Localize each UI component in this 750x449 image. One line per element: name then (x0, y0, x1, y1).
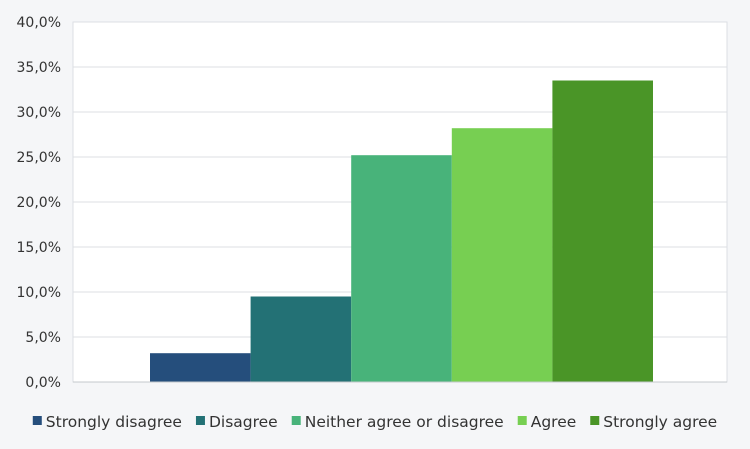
legend-label: Neither agree or disagree (305, 413, 504, 431)
legend-label: Strongly agree (603, 413, 717, 431)
y-tick-label: 25,0% (17, 150, 61, 166)
bar-agree (451, 128, 553, 382)
legend: Strongly disagree Disagree Neither agree o… (32, 413, 717, 431)
y-tick-label: 40,0% (17, 15, 61, 31)
legend-swatch (517, 416, 527, 425)
y-tick-label: 30,0% (17, 105, 61, 121)
y-tick-label: 20,0% (17, 195, 61, 211)
legend-swatch (195, 416, 205, 425)
y-tick-label: 5,0% (25, 330, 61, 346)
bar-neither-agree-or-disagree (351, 155, 452, 382)
bar-disagree (250, 296, 352, 382)
legend-swatch (32, 416, 42, 425)
bars (150, 80, 653, 382)
y-tick-label: 0,0% (25, 375, 61, 391)
y-tick-label: 15,0% (17, 240, 61, 256)
y-axis-tick-labels: 0,0% 5,0% 10,0% 15,0% 20,0% 25,0% 30,0% 35,0% 40… (17, 15, 61, 391)
legend-label: Strongly disagree (46, 413, 182, 431)
y-tick-label: 10,0% (17, 285, 61, 301)
bar-strongly-agree (552, 80, 653, 382)
y-tick-label: 35,0% (17, 60, 61, 76)
legend-swatch (291, 416, 301, 425)
bar-strongly-disagree (150, 353, 251, 382)
legend-label: Disagree (209, 413, 278, 431)
legend-swatch (590, 416, 600, 425)
legend-label: Agree (531, 413, 577, 431)
